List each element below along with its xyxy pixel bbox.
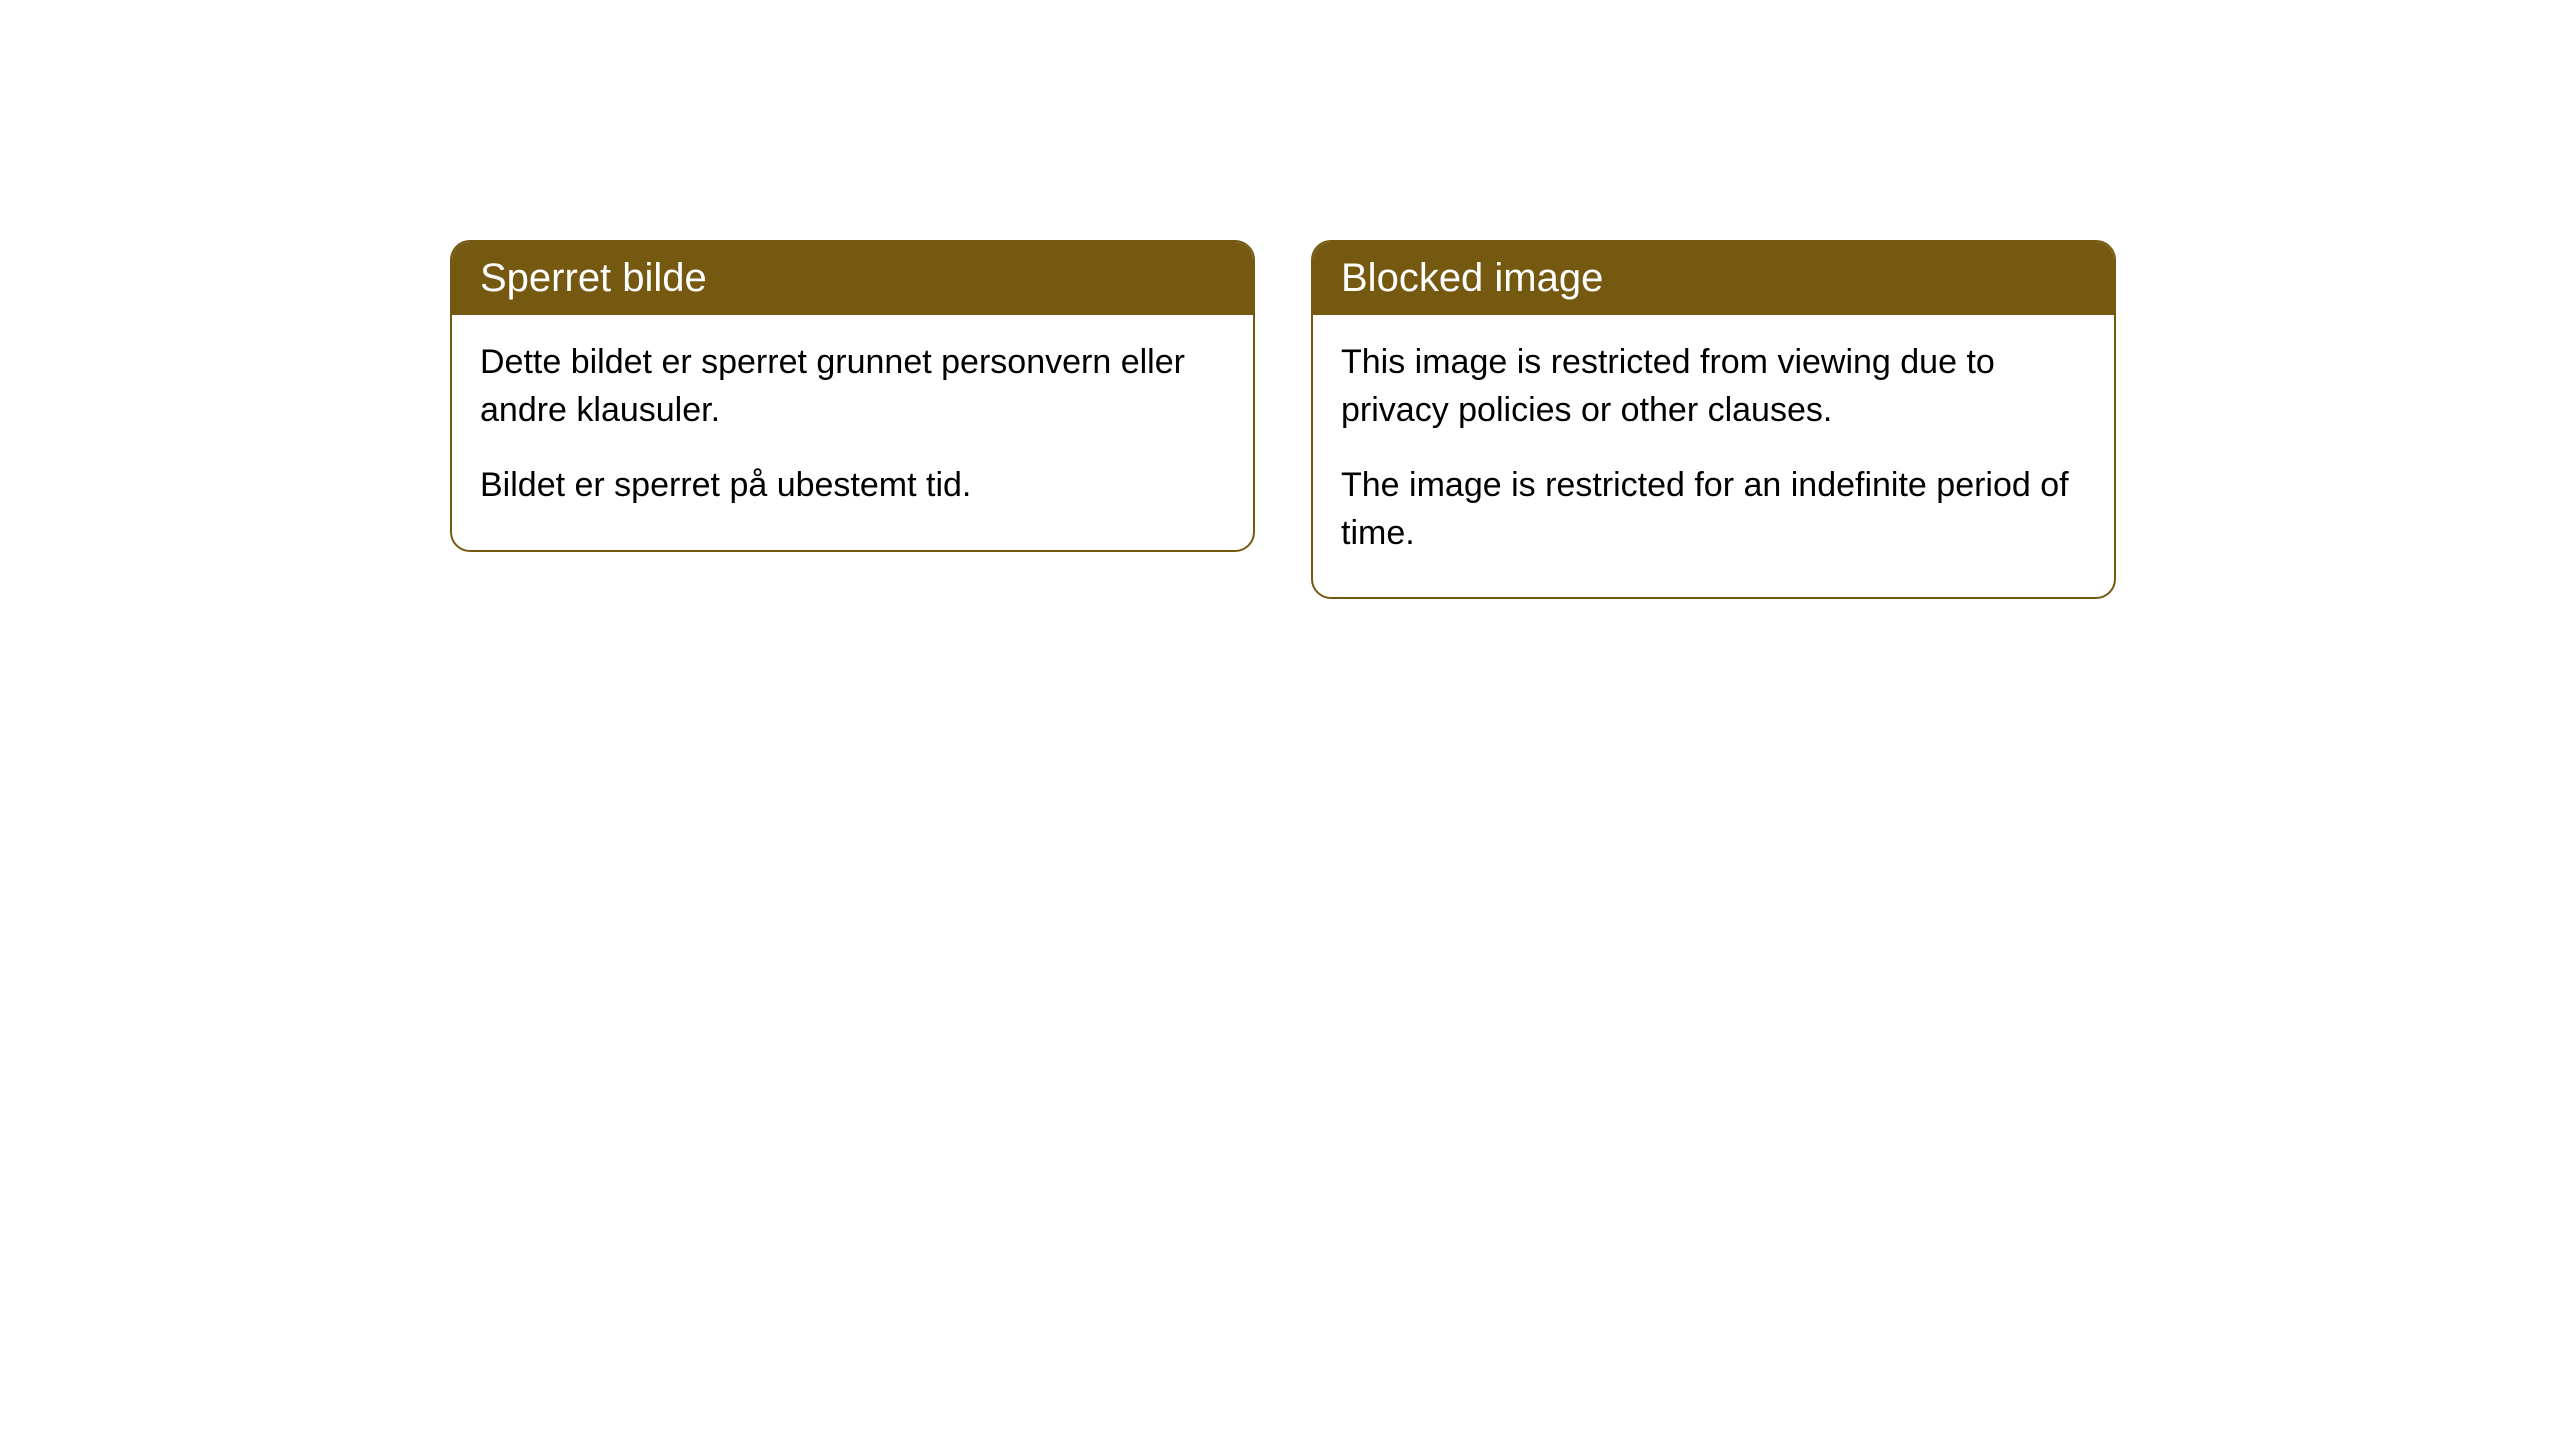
card-title-no: Sperret bilde [480, 256, 707, 300]
card-text-en-2: The image is restricted for an indefinit… [1341, 462, 2086, 557]
blocked-image-card-no: Sperret bilde Dette bildet er sperret gr… [450, 240, 1255, 552]
card-text-en-1: This image is restricted from viewing du… [1341, 339, 2086, 434]
blocked-image-card-en: Blocked image This image is restricted f… [1311, 240, 2116, 599]
card-header-en: Blocked image [1313, 242, 2114, 315]
card-text-no-1: Dette bildet er sperret grunnet personve… [480, 339, 1225, 434]
card-title-en: Blocked image [1341, 256, 1603, 300]
card-body-en: This image is restricted from viewing du… [1313, 315, 2114, 597]
card-body-no: Dette bildet er sperret grunnet personve… [452, 315, 1253, 550]
card-header-no: Sperret bilde [452, 242, 1253, 315]
card-text-no-2: Bildet er sperret på ubestemt tid. [480, 462, 1225, 510]
